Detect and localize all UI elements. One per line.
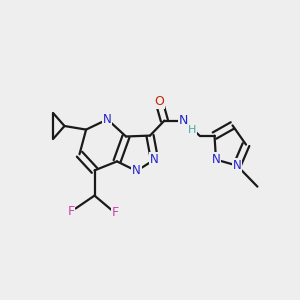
- Text: O: O: [154, 95, 164, 108]
- Text: N: N: [212, 153, 220, 166]
- Text: N: N: [132, 164, 141, 178]
- Text: F: F: [112, 206, 119, 220]
- Text: N: N: [232, 159, 242, 172]
- Text: N: N: [103, 113, 112, 126]
- Text: N: N: [179, 114, 188, 127]
- Text: N: N: [150, 153, 159, 166]
- Text: H: H: [188, 124, 196, 135]
- Text: F: F: [68, 205, 75, 218]
